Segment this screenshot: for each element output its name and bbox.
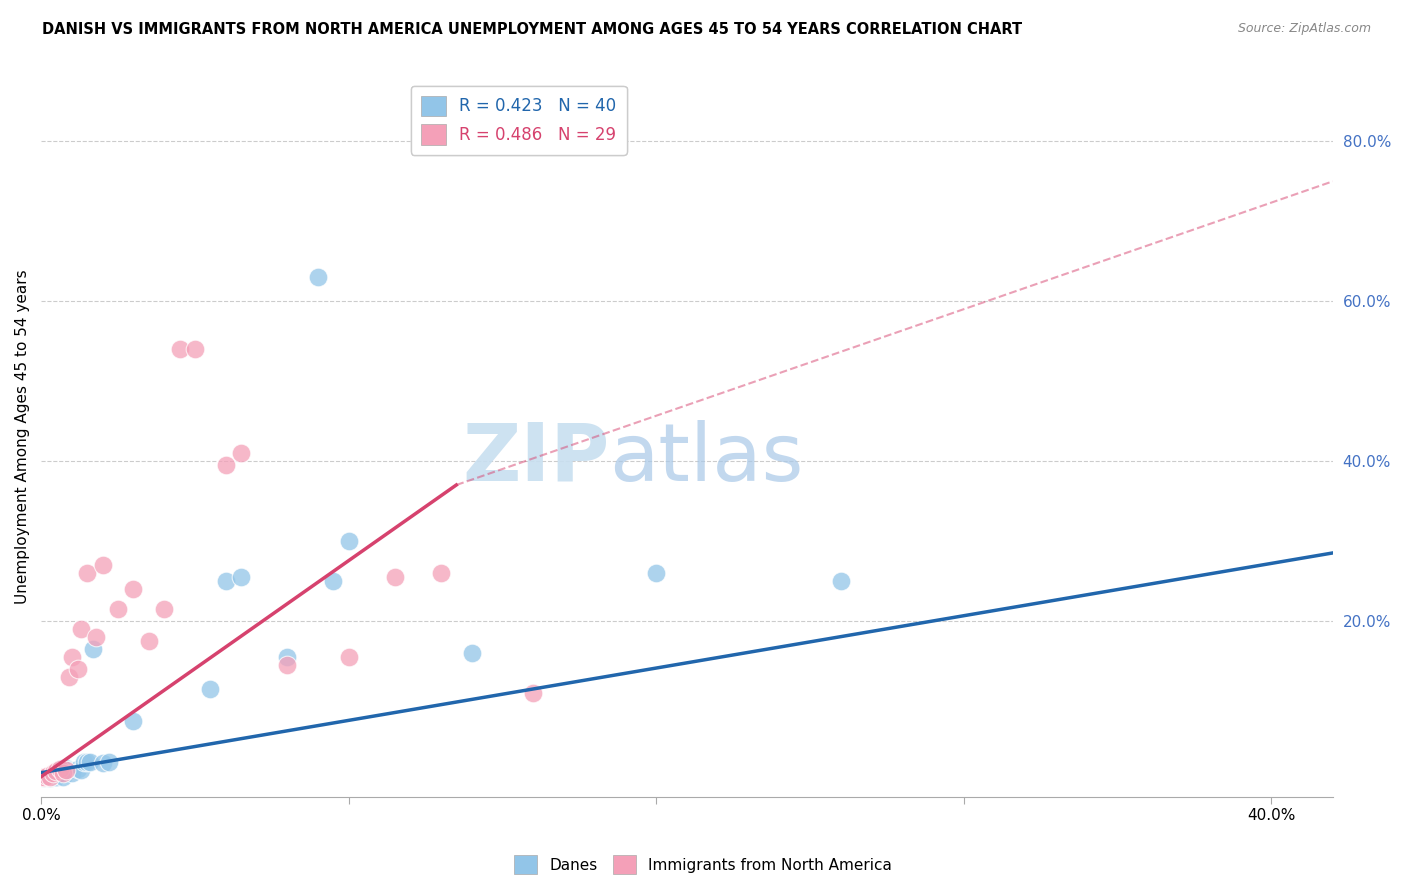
Point	[200, 681, 222, 696]
Point	[384, 570, 406, 584]
Point	[39, 770, 62, 784]
Point	[91, 558, 114, 572]
Point	[30, 770, 52, 784]
Point	[337, 533, 360, 548]
Point	[276, 649, 298, 664]
Point	[122, 714, 145, 728]
Point	[430, 566, 453, 580]
Point	[42, 770, 65, 784]
Text: DANISH VS IMMIGRANTS FROM NORTH AMERICA UNEMPLOYMENT AMONG AGES 45 TO 54 YEARS C: DANISH VS IMMIGRANTS FROM NORTH AMERICA …	[42, 22, 1022, 37]
Text: Source: ZipAtlas.com: Source: ZipAtlas.com	[1237, 22, 1371, 36]
Point	[55, 761, 77, 775]
Point	[42, 768, 65, 782]
Point	[32, 770, 55, 784]
Point	[32, 772, 55, 786]
Point	[39, 771, 62, 785]
Point	[37, 769, 59, 783]
Point	[76, 566, 98, 580]
Point	[52, 765, 75, 780]
Point	[645, 566, 668, 580]
Point	[337, 649, 360, 664]
Point	[73, 756, 96, 770]
Point	[122, 582, 145, 596]
Point	[45, 771, 67, 785]
Point	[48, 762, 70, 776]
Point	[76, 756, 98, 770]
Point	[138, 633, 160, 648]
Point	[86, 630, 108, 644]
Point	[66, 762, 89, 776]
Point	[39, 772, 62, 786]
Point	[522, 686, 544, 700]
Point	[229, 446, 252, 460]
Point	[79, 755, 101, 769]
Point	[60, 649, 83, 664]
Point	[97, 755, 120, 769]
Point	[107, 602, 129, 616]
Point	[32, 771, 55, 785]
Point	[37, 771, 59, 785]
Point	[153, 602, 176, 616]
Point	[45, 768, 67, 782]
Point	[30, 770, 52, 784]
Point	[214, 574, 236, 588]
Point	[214, 458, 236, 472]
Point	[184, 342, 207, 356]
Point	[58, 670, 80, 684]
Point	[58, 764, 80, 778]
Point	[52, 770, 75, 784]
Point	[70, 764, 93, 778]
Point	[322, 574, 344, 588]
Point	[70, 622, 93, 636]
Legend: R = 0.423   N = 40, R = 0.486   N = 29: R = 0.423 N = 40, R = 0.486 N = 29	[411, 86, 627, 155]
Point	[169, 342, 191, 356]
Point	[276, 657, 298, 672]
Y-axis label: Unemployment Among Ages 45 to 54 years: Unemployment Among Ages 45 to 54 years	[15, 269, 30, 605]
Point	[45, 770, 67, 784]
Point	[37, 769, 59, 783]
Point	[32, 771, 55, 785]
Text: ZIP: ZIP	[463, 419, 609, 498]
Point	[82, 641, 104, 656]
Point	[55, 764, 77, 778]
Point	[307, 270, 329, 285]
Point	[42, 765, 65, 780]
Point	[45, 764, 67, 778]
Point	[460, 646, 482, 660]
Point	[48, 764, 70, 778]
Point	[66, 662, 89, 676]
Text: atlas: atlas	[609, 419, 804, 498]
Point	[830, 574, 852, 588]
Point	[91, 756, 114, 771]
Legend: Danes, Immigrants from North America: Danes, Immigrants from North America	[508, 849, 898, 880]
Point	[39, 769, 62, 783]
Point	[229, 570, 252, 584]
Point	[60, 765, 83, 780]
Point	[37, 770, 59, 784]
Point	[52, 761, 75, 775]
